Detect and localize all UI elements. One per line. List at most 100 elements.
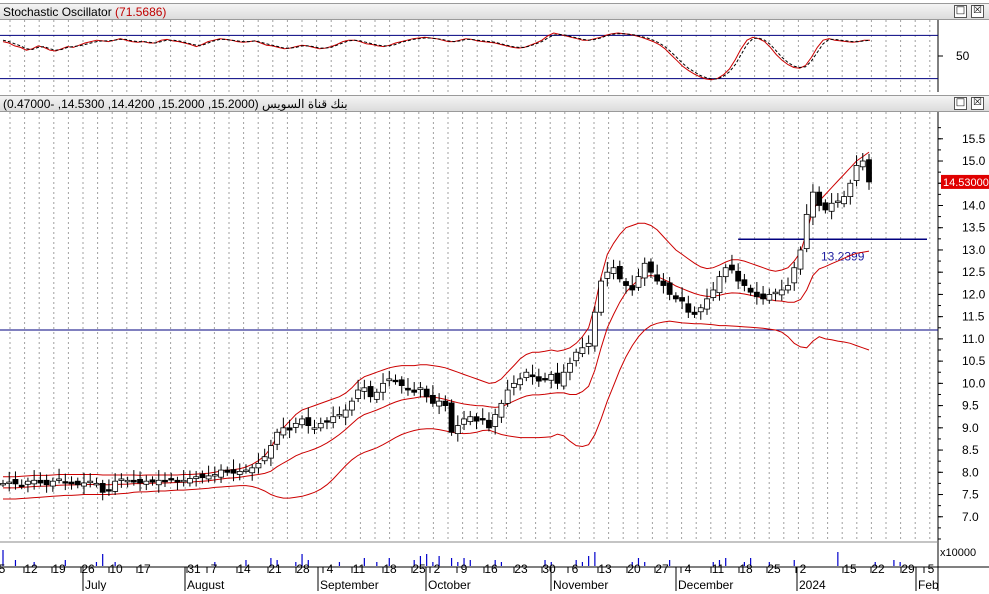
candle-body bbox=[149, 479, 156, 483]
candle-body bbox=[648, 261, 654, 273]
stock-name: بنك قناة السويس bbox=[261, 97, 348, 111]
y-tick-label: 7.5 bbox=[962, 488, 979, 502]
candle-body bbox=[143, 480, 150, 485]
candle-body bbox=[18, 484, 25, 488]
candle-body bbox=[504, 389, 511, 404]
candle-body bbox=[641, 262, 648, 279]
candle-body bbox=[267, 445, 274, 459]
candle-body bbox=[405, 387, 411, 391]
x-tick-label: 30 bbox=[542, 562, 556, 576]
candle-body bbox=[797, 249, 804, 270]
candle-body bbox=[722, 267, 729, 278]
close-button[interactable]: ☒ bbox=[971, 97, 984, 110]
x-tick-label: 13 bbox=[598, 562, 612, 576]
price-grid bbox=[9, 112, 931, 542]
x-tick-label: 21 bbox=[268, 562, 282, 576]
candle-body bbox=[423, 388, 430, 398]
candle-body bbox=[791, 267, 798, 284]
candle-body bbox=[803, 213, 810, 250]
x-tick-label: 7 bbox=[211, 562, 218, 576]
candle-body bbox=[367, 386, 374, 398]
volume-scale-label: x10000 bbox=[940, 547, 976, 559]
candle-body bbox=[710, 289, 717, 298]
price-titlebar: بنك قناة السويس (15.2000, 15.2000, 14.42… bbox=[0, 95, 989, 112]
candle-body bbox=[473, 416, 480, 422]
x-tick-label: 28 bbox=[296, 562, 310, 576]
candle-body bbox=[87, 480, 94, 484]
candle-body bbox=[137, 479, 143, 484]
candle-body bbox=[205, 475, 212, 480]
x-month-label: July bbox=[85, 578, 106, 591]
candle-body bbox=[274, 431, 281, 445]
y-tick-label: 10.0 bbox=[962, 376, 986, 390]
candle-body bbox=[324, 420, 330, 423]
candle-body bbox=[517, 378, 524, 386]
candle-body bbox=[672, 295, 679, 300]
candle-body bbox=[461, 418, 467, 425]
candle-body bbox=[230, 469, 237, 474]
candle-body bbox=[448, 402, 455, 433]
candle-body bbox=[81, 482, 87, 487]
x-tick-label: 2 bbox=[800, 562, 807, 576]
close-button[interactable]: ☒ bbox=[971, 5, 984, 18]
candle-body bbox=[766, 294, 773, 301]
candle-body bbox=[386, 378, 393, 382]
candles bbox=[0, 153, 872, 501]
candle-body bbox=[187, 478, 193, 484]
candle-body bbox=[330, 416, 337, 423]
y-tick-label: 8.0 bbox=[962, 465, 979, 479]
candle-body bbox=[810, 191, 816, 218]
stochastic-chart: 50 bbox=[0, 20, 970, 92]
x-tick-label: 12 bbox=[24, 562, 38, 576]
x-tick-label: 4 bbox=[685, 562, 692, 576]
candle-body bbox=[591, 311, 598, 347]
candle-body bbox=[853, 165, 860, 181]
x-tick-label: 10 bbox=[109, 562, 123, 576]
candle-body bbox=[523, 371, 530, 378]
candle-body bbox=[0, 483, 6, 486]
x-month-label: 2024 bbox=[799, 578, 826, 591]
bollinger-lower bbox=[3, 320, 870, 500]
candle-body bbox=[243, 469, 249, 472]
candle-body bbox=[380, 382, 386, 393]
x-month-label: October bbox=[428, 578, 471, 591]
y-tick-label: 12.0 bbox=[962, 287, 986, 301]
candle-body bbox=[716, 276, 723, 294]
stochastic-panel: 50 bbox=[0, 20, 989, 92]
candle-body bbox=[305, 417, 312, 427]
candle-body bbox=[604, 271, 611, 279]
candle-body bbox=[859, 160, 866, 168]
candle-body bbox=[785, 285, 791, 291]
support-line-label: 13.2399 bbox=[821, 249, 865, 263]
candle-body bbox=[654, 274, 661, 282]
last-price-label: 14.53000 bbox=[943, 177, 989, 189]
candle-body bbox=[124, 479, 131, 483]
candle-body bbox=[704, 298, 710, 310]
x-tick-label: 15 bbox=[843, 562, 857, 576]
candle-body bbox=[37, 479, 44, 484]
minimize-button[interactable]: □ bbox=[954, 5, 967, 18]
candle-body bbox=[355, 389, 362, 399]
x-tick-label: 6 bbox=[572, 562, 579, 576]
candle-body bbox=[635, 276, 642, 288]
y-tick-label: 11.5 bbox=[962, 310, 985, 324]
x-month-label: September bbox=[320, 578, 379, 591]
candle-body bbox=[236, 471, 243, 475]
candle-body bbox=[417, 387, 424, 390]
candle-body bbox=[616, 266, 623, 280]
candle-body bbox=[49, 480, 56, 487]
candle-body bbox=[74, 480, 81, 486]
candle-body bbox=[760, 293, 766, 300]
y-tick-label: 13.0 bbox=[962, 243, 986, 257]
candle-body bbox=[99, 483, 106, 493]
candle-body bbox=[697, 307, 704, 313]
y-tick-label: 9.0 bbox=[962, 421, 979, 435]
candle-body bbox=[429, 394, 436, 404]
minimize-button[interactable]: □ bbox=[954, 97, 967, 110]
candle-body bbox=[747, 287, 754, 293]
stochastic-title: Stochastic Oscillator bbox=[3, 5, 112, 19]
bollinger-middle bbox=[3, 250, 870, 489]
candle-body bbox=[772, 291, 779, 295]
candle-body bbox=[573, 351, 580, 362]
x-tick-label: 31 bbox=[187, 562, 201, 576]
